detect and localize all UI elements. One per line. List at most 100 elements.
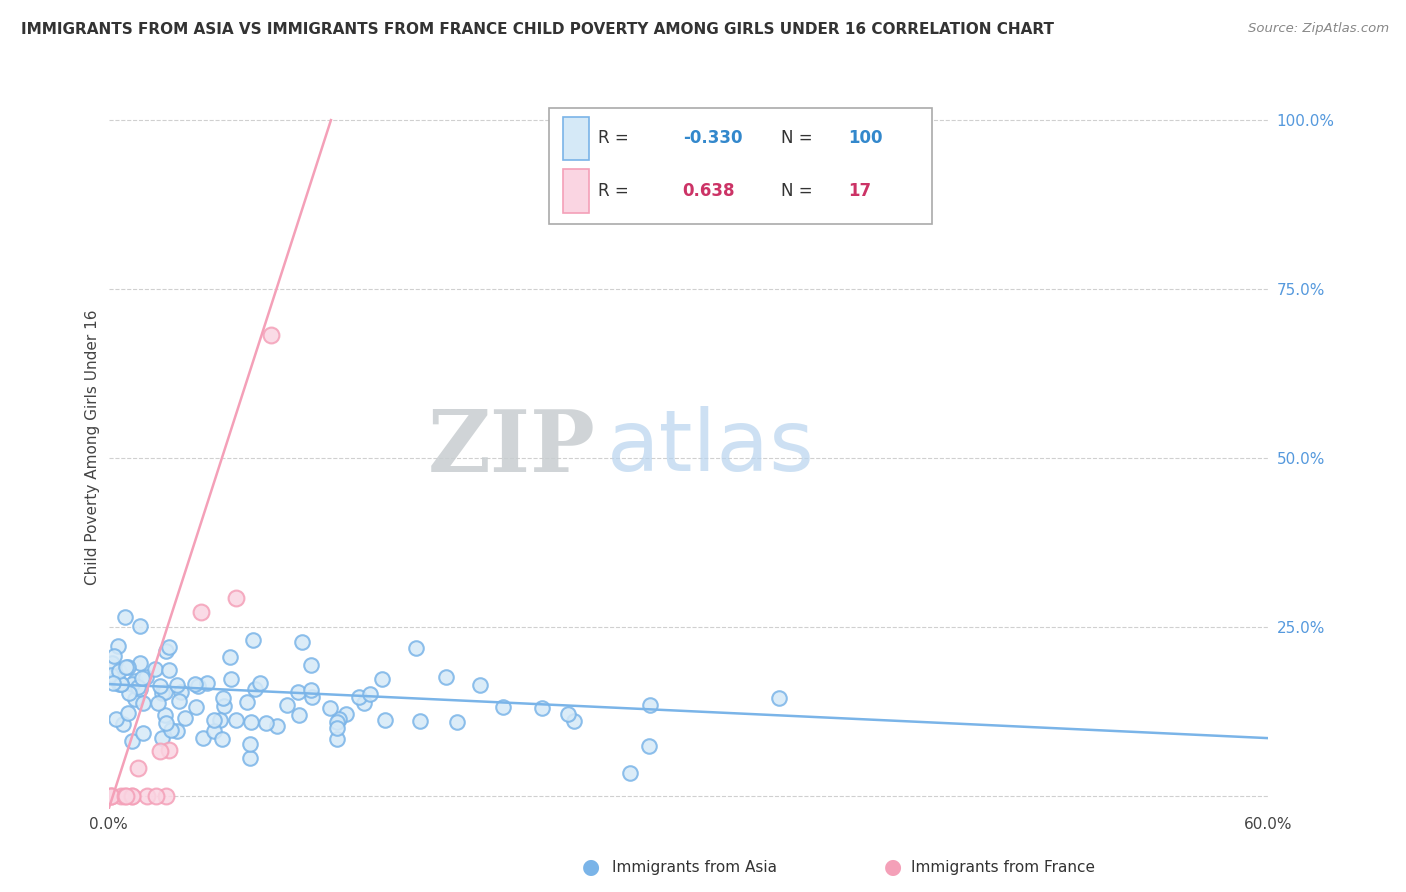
Point — [197, 675, 219, 690]
Point — [155, 644, 177, 658]
Point — [167, 694, 190, 708]
Point — [117, 706, 139, 721]
Point — [111, 716, 134, 731]
Point — [557, 706, 579, 721]
Point — [117, 660, 139, 674]
Point — [127, 761, 149, 775]
Point — [104, 712, 127, 726]
FancyBboxPatch shape — [564, 117, 589, 160]
Point — [299, 657, 322, 672]
Point — [359, 687, 381, 701]
Point — [211, 731, 233, 746]
Point — [128, 682, 150, 697]
Point — [531, 700, 554, 714]
Point — [155, 716, 177, 731]
Text: ZIP: ZIP — [427, 406, 596, 490]
Text: IMMIGRANTS FROM ASIA VS IMMIGRANTS FROM FRANCE CHILD POVERTY AMONG GIRLS UNDER 1: IMMIGRANTS FROM ASIA VS IMMIGRANTS FROM … — [21, 22, 1054, 37]
Point — [239, 714, 262, 729]
Point — [446, 714, 468, 729]
Point — [132, 725, 155, 739]
Point — [121, 677, 143, 691]
Text: ●: ● — [884, 857, 901, 877]
Point — [124, 691, 146, 706]
Point — [374, 713, 396, 727]
Point — [225, 713, 247, 727]
Point — [301, 690, 323, 705]
Point — [100, 789, 122, 803]
FancyBboxPatch shape — [564, 169, 589, 213]
Point — [127, 680, 149, 694]
Point — [100, 789, 122, 803]
Text: N =: N = — [782, 182, 813, 200]
Point — [266, 719, 288, 733]
Point — [153, 707, 176, 722]
Point — [202, 724, 225, 739]
Text: N =: N = — [782, 129, 813, 147]
Point — [103, 649, 125, 664]
Point — [209, 714, 232, 728]
Point — [153, 684, 176, 698]
Point — [299, 682, 322, 697]
Point — [170, 684, 193, 698]
Point — [115, 659, 138, 673]
Point — [100, 668, 122, 682]
Point — [136, 789, 159, 803]
Point — [114, 609, 136, 624]
Point — [149, 744, 172, 758]
Point — [260, 327, 283, 342]
Text: atlas: atlas — [607, 406, 815, 489]
Point — [184, 677, 207, 691]
Text: Immigrants from Asia: Immigrants from Asia — [612, 860, 776, 874]
Point — [173, 711, 195, 725]
Point — [107, 665, 129, 679]
Point — [768, 690, 790, 705]
Point — [288, 707, 311, 722]
Point — [326, 731, 349, 746]
Point — [129, 656, 152, 670]
Point — [121, 789, 143, 803]
Point — [166, 678, 188, 692]
Text: 0.638: 0.638 — [683, 182, 735, 200]
Point — [145, 789, 167, 803]
Point — [328, 712, 350, 726]
Point — [104, 672, 127, 686]
Text: R =: R = — [598, 129, 628, 147]
Point — [107, 640, 129, 654]
Text: ●: ● — [582, 857, 599, 877]
Point — [212, 691, 235, 706]
Point — [370, 672, 392, 686]
Point — [468, 678, 491, 692]
Point — [325, 721, 347, 735]
Point — [129, 618, 152, 632]
Point — [110, 677, 132, 691]
Point — [157, 743, 180, 757]
Point — [135, 670, 157, 684]
Point — [101, 656, 124, 670]
Point — [121, 733, 143, 747]
Text: Source: ZipAtlas.com: Source: ZipAtlas.com — [1249, 22, 1389, 36]
Point — [101, 675, 124, 690]
Point — [347, 690, 370, 704]
Point — [149, 679, 172, 693]
FancyBboxPatch shape — [550, 108, 932, 224]
Point — [110, 789, 132, 803]
Point — [100, 789, 122, 803]
Point — [114, 789, 136, 803]
Point — [191, 731, 214, 746]
Point — [254, 715, 277, 730]
Point — [121, 789, 143, 803]
Point — [187, 679, 209, 693]
Point — [159, 663, 181, 677]
Point — [110, 676, 132, 690]
Point — [238, 738, 260, 752]
Point — [249, 676, 271, 690]
Point — [291, 635, 314, 649]
Point — [637, 739, 659, 753]
Point — [108, 676, 131, 690]
Point — [236, 695, 259, 709]
Point — [143, 662, 166, 676]
Point — [225, 591, 247, 606]
Point — [118, 686, 141, 700]
Point — [115, 789, 138, 803]
Point — [492, 699, 515, 714]
